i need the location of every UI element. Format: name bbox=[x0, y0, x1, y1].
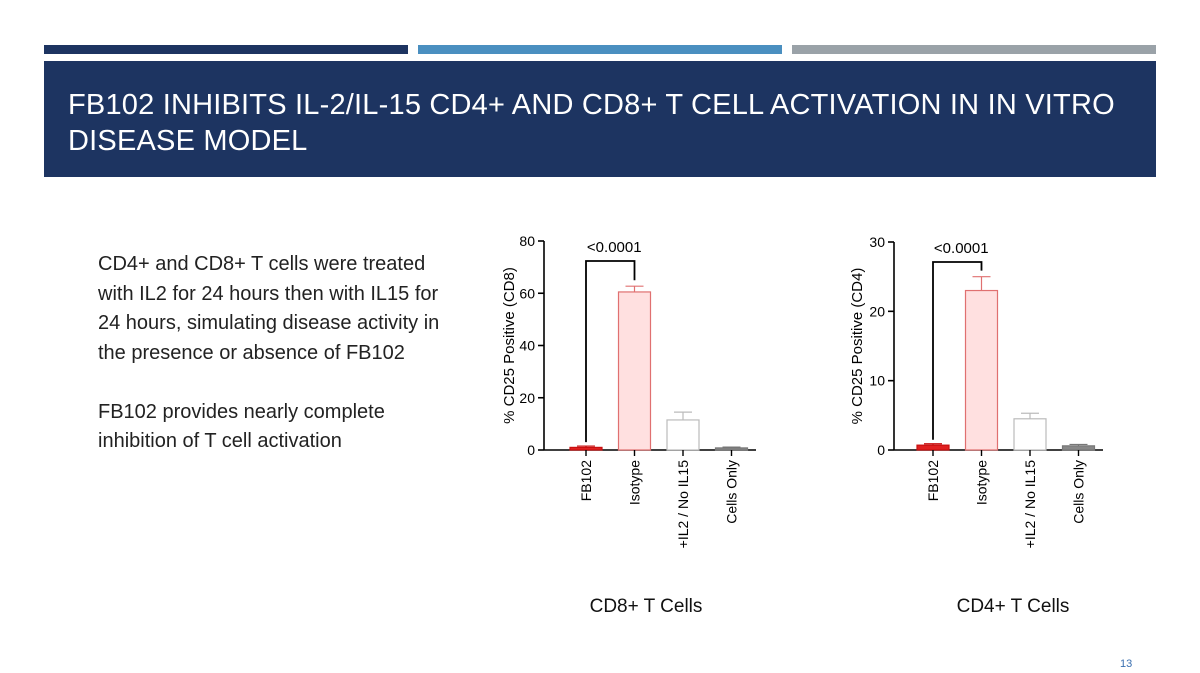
body-text: CD4+ and CD8+ T cells were treated with … bbox=[98, 250, 458, 457]
significance-label: <0.0001 bbox=[587, 239, 642, 256]
x-tick-label: Cells Only bbox=[724, 460, 740, 524]
header-strip-navy bbox=[44, 45, 408, 54]
y-axis-label: % CD25 Positive (CD8) bbox=[501, 267, 518, 424]
bar--il2-no-il15 bbox=[1013, 418, 1047, 451]
bar-isotype bbox=[617, 291, 652, 451]
x-tick-label: +IL2 / No IL15 bbox=[675, 460, 691, 549]
y-tick-label: 40 bbox=[519, 338, 535, 354]
x-tick-label: Cells Only bbox=[1071, 460, 1087, 524]
cd8-chart-title: CD8+ T Cells bbox=[589, 596, 703, 617]
bar-fb102 bbox=[569, 446, 603, 451]
y-tick-label: 80 bbox=[519, 233, 535, 249]
bar-cells-only bbox=[1061, 445, 1096, 451]
cd4-bar-chart: 0 10 20 30 % CD25 Positive (CD4) FB102 Isotype… bbox=[849, 234, 1103, 548]
y-tick-label: 30 bbox=[869, 234, 885, 250]
x-tick-label: FB102 bbox=[925, 460, 941, 501]
bar-cells-only bbox=[714, 447, 749, 451]
x-tick-label: +IL2 / No IL15 bbox=[1022, 460, 1038, 549]
y-tick-label: 0 bbox=[527, 442, 535, 458]
title-banner: FB102 INHIBITS IL-2/IL-15 CD4+ AND CD8+ … bbox=[44, 61, 1156, 177]
bar--il2-no-il15 bbox=[666, 419, 700, 451]
x-tick-label: Isotype bbox=[627, 460, 643, 505]
bar-fb102 bbox=[916, 444, 950, 451]
y-tick-label: 20 bbox=[869, 303, 885, 319]
bar-isotype bbox=[964, 289, 999, 451]
significance-label: <0.0001 bbox=[934, 240, 989, 257]
cd4-chart-title: CD4+ T Cells bbox=[956, 596, 1070, 617]
slide-title: FB102 INHIBITS IL-2/IL-15 CD4+ AND CD8+ … bbox=[68, 89, 1115, 157]
y-tick-label: 60 bbox=[519, 285, 535, 301]
body-paragraph-1: CD4+ and CD8+ T cells were treated with … bbox=[98, 253, 440, 364]
page-number: 13 bbox=[1120, 658, 1133, 670]
x-tick-label: FB102 bbox=[578, 460, 594, 501]
y-axis-label: % CD25 Positive (CD4) bbox=[849, 268, 866, 425]
y-tick-label: 20 bbox=[519, 390, 535, 406]
y-tick-label: 0 bbox=[877, 442, 885, 458]
body-paragraph-2: FB102 provides nearly complete inhibitio… bbox=[98, 400, 385, 453]
significance-bracket bbox=[585, 260, 636, 443]
x-tick-label: Isotype bbox=[974, 460, 990, 505]
y-tick-label: 10 bbox=[869, 373, 885, 389]
significance-bracket bbox=[932, 261, 983, 440]
header-strip-blue bbox=[418, 45, 782, 54]
header-strip-gray bbox=[792, 45, 1156, 54]
cd8-bar-chart: 0 20 40 60 80 % CD25 Positive (CD8) FB102 Isoty… bbox=[501, 233, 756, 548]
